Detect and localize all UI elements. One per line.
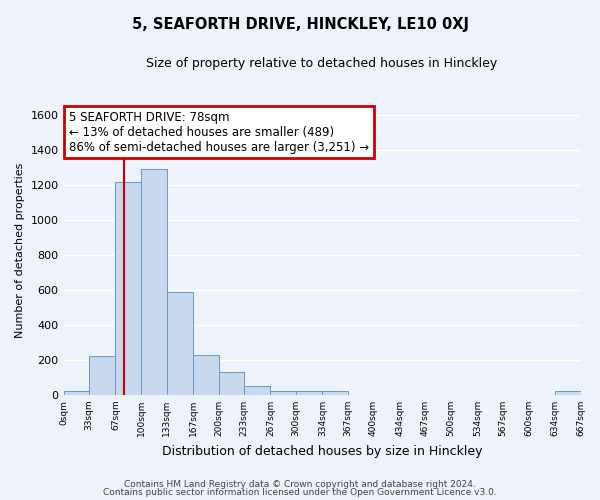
Text: Contains public sector information licensed under the Open Government Licence v3: Contains public sector information licen…: [103, 488, 497, 497]
Bar: [555, 392, 581, 395]
Text: Contains HM Land Registry data © Crown copyright and database right 2024.: Contains HM Land Registry data © Crown c…: [124, 480, 476, 489]
Bar: [218, 372, 244, 395]
Bar: [244, 386, 271, 395]
Bar: [89, 356, 115, 395]
Bar: [322, 392, 348, 395]
Bar: [193, 354, 218, 395]
Bar: [64, 392, 89, 395]
Bar: [141, 170, 167, 395]
Bar: [271, 392, 296, 395]
X-axis label: Distribution of detached houses by size in Hinckley: Distribution of detached houses by size …: [162, 444, 482, 458]
Bar: [167, 292, 193, 395]
Text: 5, SEAFORTH DRIVE, HINCKLEY, LE10 0XJ: 5, SEAFORTH DRIVE, HINCKLEY, LE10 0XJ: [131, 18, 469, 32]
Bar: [115, 182, 141, 395]
Y-axis label: Number of detached properties: Number of detached properties: [15, 163, 25, 338]
Bar: [296, 392, 322, 395]
Text: 5 SEAFORTH DRIVE: 78sqm
← 13% of detached houses are smaller (489)
86% of semi-d: 5 SEAFORTH DRIVE: 78sqm ← 13% of detache…: [69, 110, 369, 154]
Title: Size of property relative to detached houses in Hinckley: Size of property relative to detached ho…: [146, 58, 497, 70]
